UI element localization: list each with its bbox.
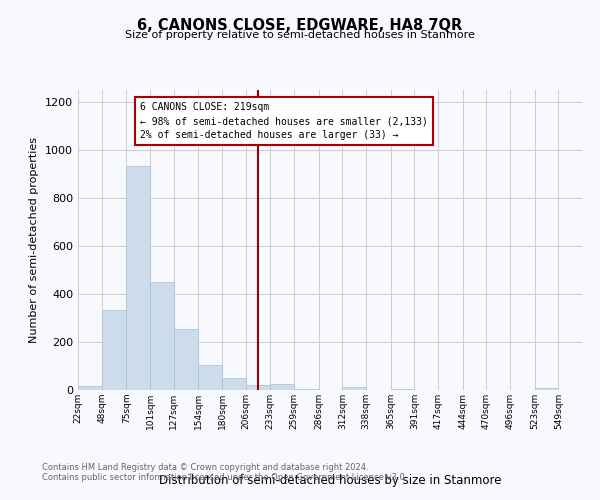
Text: Size of property relative to semi-detached houses in Stanmore: Size of property relative to semi-detach… bbox=[125, 30, 475, 40]
Bar bbox=[222, 378, 245, 390]
Bar bbox=[245, 385, 271, 390]
Bar bbox=[78, 386, 101, 390]
Text: Contains public sector information licensed under the Open Government Licence v3: Contains public sector information licen… bbox=[42, 474, 407, 482]
Y-axis label: Number of semi-detached properties: Number of semi-detached properties bbox=[29, 137, 40, 343]
Text: 6, CANONS CLOSE, EDGWARE, HA8 7QR: 6, CANONS CLOSE, EDGWARE, HA8 7QR bbox=[137, 18, 463, 32]
Bar bbox=[391, 389, 415, 390]
Bar bbox=[535, 388, 559, 390]
X-axis label: Distribution of semi-detached houses by size in Stanmore: Distribution of semi-detached houses by … bbox=[159, 474, 501, 486]
Bar bbox=[173, 329, 199, 390]
Text: Contains HM Land Registry data © Crown copyright and database right 2024.: Contains HM Land Registry data © Crown c… bbox=[42, 464, 368, 472]
Bar bbox=[271, 384, 294, 390]
Bar bbox=[150, 282, 173, 390]
Bar bbox=[101, 310, 127, 390]
Bar bbox=[343, 387, 366, 390]
Bar bbox=[199, 365, 222, 390]
Bar bbox=[294, 389, 319, 390]
Bar bbox=[127, 166, 150, 390]
Text: 6 CANONS CLOSE: 219sqm
← 98% of semi-detached houses are smaller (2,133)
2% of s: 6 CANONS CLOSE: 219sqm ← 98% of semi-det… bbox=[140, 102, 428, 140]
